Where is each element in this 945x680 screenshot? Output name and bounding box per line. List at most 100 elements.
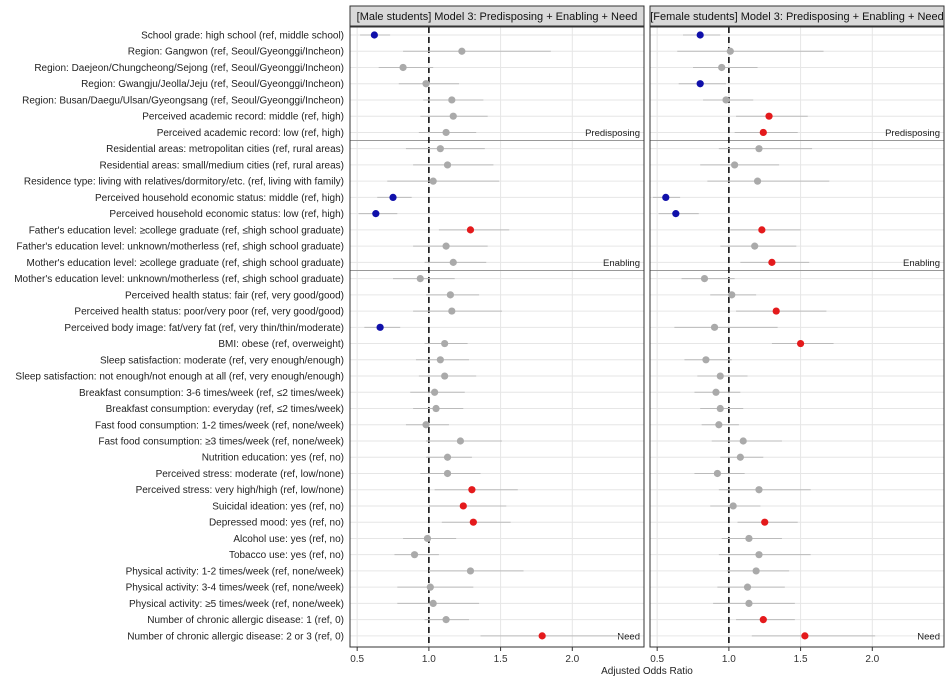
odds-ratio-point xyxy=(801,632,809,640)
odds-ratio-point xyxy=(372,210,380,218)
odds-ratio-point xyxy=(768,258,776,266)
variable-label: BMI: obese (ref, overweight) xyxy=(218,339,344,350)
variable-label: Region: Busan/Daegu/Ulsan/Gyeongsang (re… xyxy=(22,95,344,106)
odds-ratio-point xyxy=(389,193,397,201)
x-axis-label: Adjusted Odds Ratio xyxy=(601,666,693,677)
odds-ratio-point xyxy=(431,388,439,396)
odds-ratio-point xyxy=(758,226,766,234)
plot-background xyxy=(350,27,644,647)
x-tick-label: 1.5 xyxy=(494,654,508,665)
variable-label: Father's education level: ≥college gradu… xyxy=(29,225,344,236)
odds-ratio-point xyxy=(449,258,457,266)
odds-ratio-point xyxy=(538,632,546,640)
variable-label: Fast food consumption: ≥3 times/week (re… xyxy=(98,437,344,448)
odds-ratio-point xyxy=(459,502,467,510)
variable-label: Suicidal ideation: yes (ref, no) xyxy=(212,501,344,512)
variable-label: Perceived academic record: low (ref, hig… xyxy=(157,128,344,139)
variable-label: Nutrition education: yes (ref, no) xyxy=(202,453,344,464)
group-label: Predisposing xyxy=(585,128,640,139)
variable-label: Perceived health status: poor/very poor … xyxy=(74,307,344,318)
odds-ratio-point xyxy=(448,307,456,315)
variable-label: Perceived stress: moderate (ref, low/non… xyxy=(156,469,344,480)
odds-ratio-point xyxy=(399,63,407,72)
panel-border xyxy=(649,26,945,648)
odds-ratio-point xyxy=(722,96,730,104)
x-tick-label: 1.0 xyxy=(422,654,436,665)
variable-label: Perceived stress: very high/high (ref, l… xyxy=(136,485,344,496)
odds-ratio-point xyxy=(739,437,747,445)
odds-ratio-point xyxy=(726,47,734,55)
group-label: Need xyxy=(617,631,640,642)
variable-label: Alcohol use: yes (ref, no) xyxy=(233,534,344,545)
odds-ratio-point xyxy=(429,599,437,608)
odds-ratio-point xyxy=(718,63,726,72)
group-label: Predisposing xyxy=(885,128,940,139)
variable-label: Father's education level: unknown/mother… xyxy=(16,242,344,253)
odds-ratio-point xyxy=(443,453,452,461)
odds-ratio-point xyxy=(745,599,753,608)
variable-label: Region: Gwangju/Jeolla/Jeju (ref, Seoul/… xyxy=(81,79,344,90)
odds-ratio-point xyxy=(755,486,763,494)
variable-label: Physical activity: 3-4 times/week (ref, … xyxy=(126,583,344,594)
x-tick-label: 2.0 xyxy=(565,654,579,665)
odds-ratio-point xyxy=(442,616,450,624)
odds-ratio-point xyxy=(443,161,452,169)
odds-ratio-point xyxy=(759,616,767,624)
group-label: Need xyxy=(917,631,940,642)
panel-strip xyxy=(349,5,645,27)
x-tick-label: 1.5 xyxy=(794,654,808,665)
odds-ratio-point xyxy=(469,518,477,526)
variable-label: Residential areas: small/medium cities (… xyxy=(99,160,344,171)
odds-ratio-point xyxy=(729,502,737,510)
variable-label: Residential areas: metropolitan cities (… xyxy=(106,144,344,155)
odds-ratio-point xyxy=(422,80,430,88)
variable-label: Depressed mood: yes (ref, no) xyxy=(209,518,344,529)
odds-ratio-point xyxy=(432,404,440,413)
variable-label: School grade: high school (ref, middle s… xyxy=(141,31,344,42)
odds-ratio-point xyxy=(662,193,670,201)
odds-ratio-point xyxy=(753,177,762,185)
odds-ratio-point xyxy=(731,161,739,169)
panel-male: [Male students] Model 3: Predisposing + … xyxy=(349,5,645,665)
odds-ratio-point xyxy=(751,242,759,250)
x-tick-label: 0.5 xyxy=(350,654,364,665)
odds-ratio-point xyxy=(416,275,424,283)
odds-ratio-point xyxy=(449,112,457,120)
odds-ratio-point xyxy=(796,339,805,348)
odds-ratio-point xyxy=(696,31,704,39)
variable-label: Perceived body image: fat/very fat (ref,… xyxy=(64,323,344,334)
group-label: Enabling xyxy=(603,258,640,269)
odds-ratio-point xyxy=(436,356,444,364)
odds-ratio-point xyxy=(442,128,450,137)
variable-label: Residence type: living with relatives/do… xyxy=(24,177,344,188)
odds-ratio-point xyxy=(759,128,767,137)
variable-label: Fast food consumption: 1-2 times/week (r… xyxy=(95,420,344,431)
odds-ratio-point xyxy=(426,583,434,591)
odds-ratio-point xyxy=(370,31,378,39)
odds-ratio-point xyxy=(468,486,476,494)
x-tick-label: 1.0 xyxy=(722,654,736,665)
odds-ratio-point xyxy=(752,567,760,575)
odds-ratio-point xyxy=(456,437,465,445)
variable-label: Tobacco use: yes (ref, no) xyxy=(229,550,344,561)
variable-label: Breakfast consumption: everyday (ref, ≤2… xyxy=(106,404,344,415)
odds-ratio-point xyxy=(728,291,736,299)
odds-ratio-point xyxy=(713,469,722,478)
odds-ratio-point xyxy=(755,551,763,559)
odds-ratio-point xyxy=(466,226,475,234)
variable-label: Number of chronic allergic disease: 2 or… xyxy=(127,631,344,642)
odds-ratio-point xyxy=(446,291,454,299)
odds-ratio-point xyxy=(700,275,709,283)
variable-label: Sleep satisfaction: not enough/not enoug… xyxy=(15,372,344,383)
variable-label: Perceived household economic status: low… xyxy=(109,209,344,220)
odds-ratio-point xyxy=(696,80,704,88)
odds-ratio-point xyxy=(736,453,744,461)
plot-background xyxy=(650,27,944,647)
panel-title: [Female students] Model 3: Predisposing … xyxy=(650,11,944,23)
variable-label: Perceived academic record: middle (ref, … xyxy=(142,112,344,123)
variable-label: Physical activity: 1-2 times/week (ref, … xyxy=(126,566,344,577)
variable-label: Number of chronic allergic disease: 1 (r… xyxy=(147,615,344,626)
odds-ratio-point xyxy=(441,372,449,380)
odds-ratio-point xyxy=(441,339,449,348)
